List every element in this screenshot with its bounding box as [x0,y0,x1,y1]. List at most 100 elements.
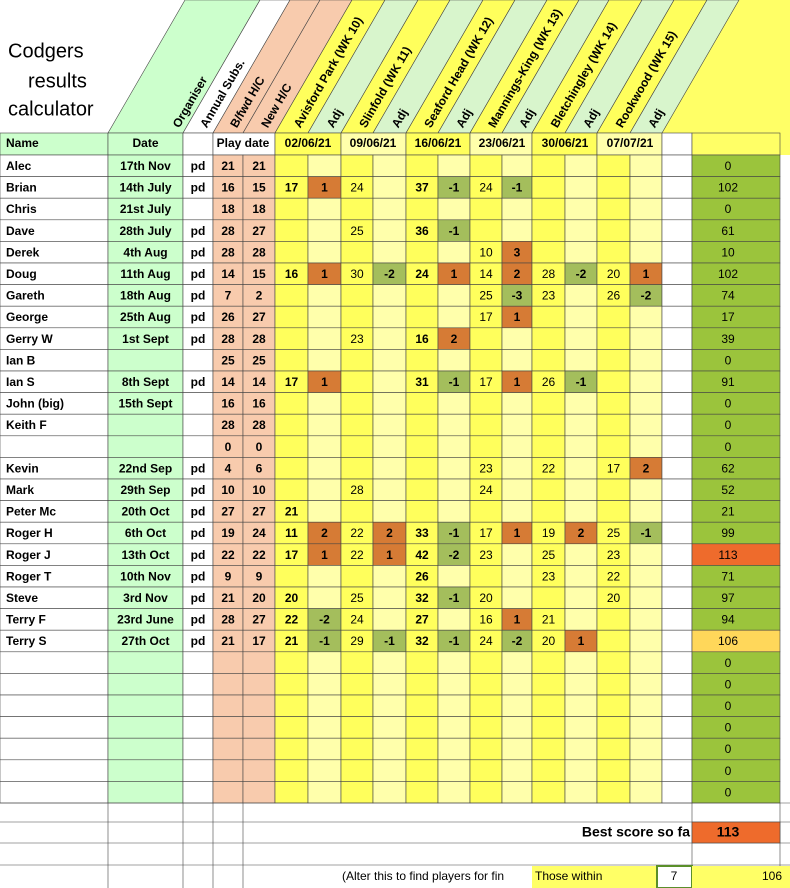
new-hc: 14 [252,375,266,389]
adj-cell [437,349,471,372]
adjustment: 1 [514,310,521,324]
score-cell [596,327,631,350]
adj-cell [564,586,598,609]
adj-cell [372,392,407,415]
score-cell [469,694,503,717]
threshold-note: (Alter this to find players for fin [342,869,504,883]
player-name: Peter Mc [6,505,56,519]
adj-cell [629,305,663,329]
title-line: results [28,70,87,92]
score-cell [531,305,566,329]
adj-cell [629,608,663,631]
score-cell [405,392,439,415]
player-name: Gerry W [6,332,53,346]
week-date: 09/06/21 [350,136,397,150]
total-cell [691,565,781,588]
hc-cell [212,651,244,674]
score-cell [405,651,439,674]
total: 0 [725,721,732,735]
player-name: Ian S [6,375,35,389]
bfwd-hc: 21 [221,591,235,605]
score-cell [531,716,566,739]
adj-cell [437,197,471,221]
hc-cell [212,781,244,804]
score: 20 [285,591,299,605]
adjustment: -1 [512,181,523,195]
bfwd-hc: 25 [221,353,235,367]
bfwd-hc: 19 [221,526,235,540]
adj-cell [629,629,663,653]
adj-cell [564,673,598,696]
score-cell [531,694,566,717]
paid: pd [191,548,206,562]
total: 10 [721,245,735,259]
hc-cell [242,694,276,717]
score: 25 [350,224,364,238]
adj-cell [307,651,342,674]
score-cell [340,392,374,415]
score-cell [596,305,631,329]
gap-cell [661,457,693,480]
total: 0 [725,656,732,670]
adjustment: 2 [386,526,393,540]
bfwd-hc: 27 [221,505,235,519]
result-cell [692,866,790,888]
total: 94 [721,613,735,627]
adj-cell [372,305,407,329]
score-cell [596,413,631,437]
score: 16 [285,267,299,281]
score-cell [340,565,374,588]
adj-cell [307,413,342,437]
paid: pd [191,224,206,238]
score: 29 [350,634,364,648]
adj-cell [501,478,533,501]
adjustment: 1 [321,181,328,195]
score-cell [405,197,439,221]
organiser-date: 1st Sept [122,332,169,346]
score: 24 [479,181,493,195]
score-cell [596,478,631,501]
score: 23 [479,461,493,475]
week-date: 07/07/21 [607,136,654,150]
score-cell [531,413,566,437]
score-cell [340,284,374,307]
total: 102 [718,181,738,195]
adjustment: -3 [512,289,523,303]
date-cell [107,781,184,804]
score: 25 [479,289,493,303]
adj-cell [372,197,407,221]
within-label-cell [532,866,657,888]
score: 24 [350,613,364,627]
score-cell [405,435,439,458]
adj-cell [307,327,342,350]
paid: pd [191,375,206,389]
new-hc: 22 [252,548,266,562]
score: 20 [607,267,621,281]
score-cell [274,781,309,804]
adjustment: -1 [641,526,652,540]
adj-cell [564,154,598,177]
score: 24 [350,181,364,195]
score-cell [596,370,631,393]
score: 22 [542,461,556,475]
score: 14 [479,267,493,281]
score-cell [340,241,374,264]
date-cell [107,435,184,458]
score-cell [531,651,566,674]
new-hc: 9 [256,569,263,583]
player-name: Ian B [6,353,36,367]
adj-cell [437,392,471,415]
hc-cell [212,737,244,761]
adj-cell [307,500,342,523]
total-cell [691,521,781,545]
score: 31 [415,375,429,389]
total-cell [691,608,781,631]
adj-cell [564,565,598,588]
score-cell [274,413,309,437]
score: 17 [479,526,493,540]
score-cell [469,500,503,523]
adj-cell [564,694,598,717]
paid: pd [191,634,206,648]
adj-cell [564,737,598,761]
score-cell [469,651,503,674]
